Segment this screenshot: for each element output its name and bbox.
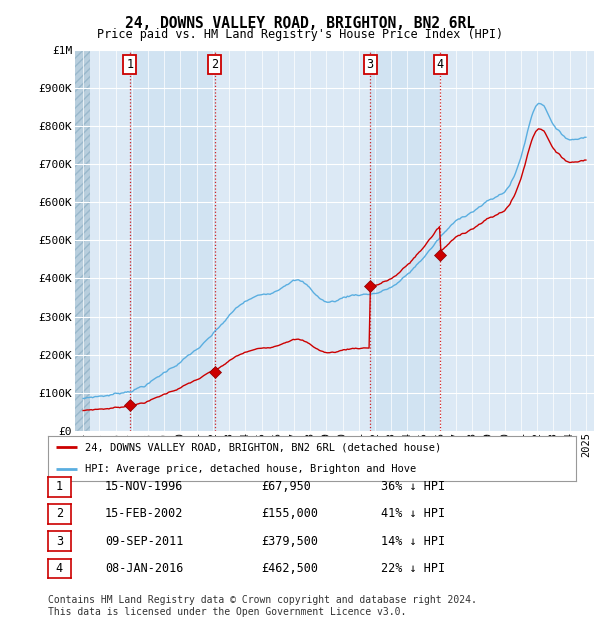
Text: 08-JAN-2016: 08-JAN-2016 [105, 562, 184, 575]
Text: 1: 1 [56, 480, 63, 493]
Text: 2: 2 [56, 508, 63, 520]
Text: 14% ↓ HPI: 14% ↓ HPI [381, 535, 445, 547]
Text: 15-NOV-1996: 15-NOV-1996 [105, 480, 184, 493]
Bar [130, 50, 215, 431]
Text: 41% ↓ HPI: 41% ↓ HPI [381, 508, 445, 520]
Bar [75, 50, 91, 431]
Text: 2: 2 [211, 58, 218, 71]
Text: 4: 4 [56, 562, 63, 575]
Text: HPI: Average price, detached house, Brighton and Hove: HPI: Average price, detached house, Brig… [85, 464, 416, 474]
Text: 22% ↓ HPI: 22% ↓ HPI [381, 562, 445, 575]
Text: 15-FEB-2002: 15-FEB-2002 [105, 508, 184, 520]
Text: £462,500: £462,500 [261, 562, 318, 575]
Text: 3: 3 [367, 58, 374, 71]
Text: 24, DOWNS VALLEY ROAD, BRIGHTON, BN2 6RL (detached house): 24, DOWNS VALLEY ROAD, BRIGHTON, BN2 6RL… [85, 442, 441, 452]
Text: 4: 4 [437, 58, 444, 71]
Text: 36% ↓ HPI: 36% ↓ HPI [381, 480, 445, 493]
Text: 09-SEP-2011: 09-SEP-2011 [105, 535, 184, 547]
Text: 3: 3 [56, 535, 63, 547]
Text: 1: 1 [126, 58, 133, 71]
Text: 24, DOWNS VALLEY ROAD, BRIGHTON, BN2 6RL: 24, DOWNS VALLEY ROAD, BRIGHTON, BN2 6RL [125, 16, 475, 30]
Text: £155,000: £155,000 [261, 508, 318, 520]
Text: Contains HM Land Registry data © Crown copyright and database right 2024.
This d: Contains HM Land Registry data © Crown c… [48, 595, 477, 617]
Bar [370, 50, 440, 431]
Text: £379,500: £379,500 [261, 535, 318, 547]
Text: Price paid vs. HM Land Registry's House Price Index (HPI): Price paid vs. HM Land Registry's House … [97, 28, 503, 41]
Text: £67,950: £67,950 [261, 480, 311, 493]
